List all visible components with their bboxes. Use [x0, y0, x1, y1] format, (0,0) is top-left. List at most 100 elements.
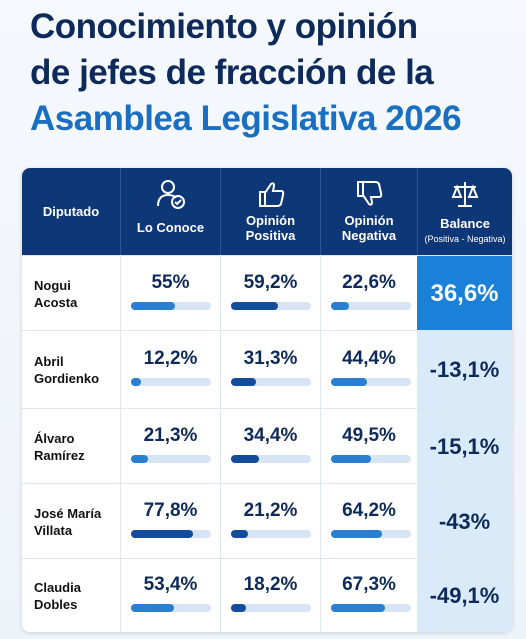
- bar: [131, 378, 141, 386]
- value-cell: 21,3%: [120, 409, 220, 484]
- value-label: 55%: [151, 271, 190, 293]
- name-line: Ramírez: [34, 447, 85, 463]
- table-header: Diputado Lo Conoce Opinión Positiva Opin…: [22, 168, 512, 255]
- table-row: Claudia Dobles 53,4% 18,2% 67,3% -49,1%: [22, 558, 512, 632]
- bar: [231, 454, 259, 463]
- value-label: 21,3%: [143, 424, 198, 446]
- value-cell: 67,3%: [320, 559, 417, 632]
- bar-track: [231, 454, 311, 463]
- bar-track: [131, 604, 211, 612]
- bar-track: [131, 529, 211, 538]
- name-cell: Nogui Acosta: [34, 277, 77, 311]
- value-cell: 77,8%: [120, 484, 220, 559]
- bar: [231, 301, 279, 310]
- header-text: Opinión Negativa: [341, 213, 397, 243]
- bar: [331, 454, 371, 463]
- value-cell: 34,4%: [220, 409, 320, 484]
- header-cell: Diputado: [22, 168, 120, 255]
- header-cell: Opinión Negativa: [320, 168, 417, 255]
- bar: [231, 604, 246, 612]
- value-label: 49,5%: [342, 424, 396, 446]
- value-cell: 64,2%: [320, 484, 417, 559]
- icon-person: [156, 180, 185, 209]
- header-cell: Opinión Positiva: [220, 168, 320, 255]
- balance-cell: 36,6%: [417, 256, 512, 331]
- bar-track: [331, 529, 411, 538]
- value-label: 31,3%: [243, 348, 298, 369]
- table-row: José María Villata 77,8% 21,2% 64,2% -43%: [22, 483, 512, 559]
- bar: [331, 378, 367, 386]
- bar-track: [231, 529, 311, 538]
- header-text: Opinión Positiva: [245, 213, 296, 243]
- header-cell: Lo Conoce: [120, 168, 220, 255]
- icon-thumb-down: [357, 181, 383, 206]
- value-label: 44,4%: [342, 348, 396, 369]
- bar-track: [131, 301, 211, 310]
- balance-cell: -49,1%: [417, 559, 512, 632]
- value-cell: 31,3%: [220, 331, 320, 409]
- value-label: 53,4%: [143, 574, 198, 595]
- name-line: Acosta: [34, 294, 78, 310]
- header-text: Balance: [440, 216, 490, 231]
- name-cell: Claudia Dobles: [34, 579, 81, 613]
- bar: [331, 604, 385, 612]
- bar: [131, 529, 194, 538]
- value-label: 59,2%: [243, 271, 298, 293]
- table-row: Álvaro Ramírez 21,3% 34,4% 49,5% -15,1%: [22, 408, 512, 484]
- bar: [331, 301, 350, 310]
- value-cell: 22,6%: [320, 256, 417, 331]
- name-line: Abril: [34, 354, 64, 369]
- bar-track: [231, 378, 311, 386]
- bar: [231, 529, 248, 538]
- value-label: 22,6%: [342, 271, 396, 293]
- table-row: Nogui Acosta 55% 59,2% 22,6% 36,6%: [22, 255, 512, 331]
- name-line: José María: [34, 505, 102, 521]
- value-label: 21,2%: [243, 499, 298, 521]
- table: Diputado Lo Conoce Opinión Positiva Opin…: [22, 168, 512, 632]
- name-line: Nogui: [34, 277, 71, 293]
- name-line: Dobles: [34, 597, 78, 612]
- bar-track: [331, 378, 411, 386]
- name-cell: Álvaro Ramírez: [34, 430, 85, 464]
- bar: [131, 454, 149, 463]
- name-line: Gordienko: [34, 371, 100, 386]
- bar-track: [331, 301, 411, 310]
- value-label: 64,2%: [342, 499, 396, 521]
- title: Conocimiento y opinión de jefes de fracc…: [30, 4, 462, 142]
- header-text: Diputado: [42, 204, 100, 219]
- value-label: 12,2%: [143, 348, 198, 369]
- icon-scale: [451, 182, 479, 207]
- balance-cell: -15,1%: [417, 409, 512, 484]
- bar-track: [331, 454, 411, 463]
- value-cell: 49,5%: [320, 409, 417, 484]
- name-line: Villata: [34, 522, 73, 538]
- bar: [131, 604, 174, 612]
- value-cell: 59,2%: [220, 256, 320, 331]
- name-cell: José María Villata: [34, 505, 101, 539]
- name-cell: Abril Gordienko: [34, 353, 99, 387]
- value-label: 67,3%: [342, 574, 396, 595]
- value-label: 77,8%: [143, 499, 198, 521]
- bar-track: [131, 454, 211, 463]
- header-text: Lo Conoce: [136, 220, 205, 235]
- title-line: Asamblea Legislativa 2026: [30, 99, 462, 138]
- bar-track: [331, 604, 411, 612]
- value-cell: 12,2%: [120, 331, 220, 409]
- title-line: Conocimiento y opinión: [30, 7, 418, 46]
- header-note: (Positiva - Negativa): [424, 234, 506, 244]
- value-cell: 55%: [120, 256, 220, 331]
- title-line: de jefes de fracción de la: [30, 53, 434, 92]
- table-row: Abril Gordienko 12,2% 31,3% 44,4% -13,1%: [22, 330, 512, 409]
- header-cell: Balance (Positiva - Negativa): [417, 168, 512, 255]
- value-cell: 18,2%: [220, 559, 320, 632]
- value-label: 18,2%: [243, 574, 298, 595]
- bar: [231, 378, 257, 386]
- value-cell: 44,4%: [320, 331, 417, 409]
- bar: [331, 529, 383, 538]
- value-cell: 53,4%: [120, 559, 220, 632]
- balance-cell: -43%: [417, 484, 512, 559]
- name-line: Claudia: [34, 580, 81, 595]
- bar: [131, 301, 175, 310]
- bar-track: [131, 378, 211, 386]
